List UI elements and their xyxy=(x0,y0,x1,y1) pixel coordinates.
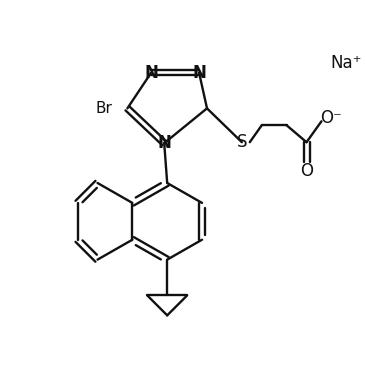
Text: N: N xyxy=(157,134,171,152)
Text: Br: Br xyxy=(95,101,112,116)
Text: O: O xyxy=(300,162,313,180)
Text: N: N xyxy=(144,64,158,81)
Text: N: N xyxy=(192,64,206,81)
Text: Na⁺: Na⁺ xyxy=(331,54,362,72)
Text: S: S xyxy=(237,133,247,151)
Text: O⁻: O⁻ xyxy=(320,109,342,127)
